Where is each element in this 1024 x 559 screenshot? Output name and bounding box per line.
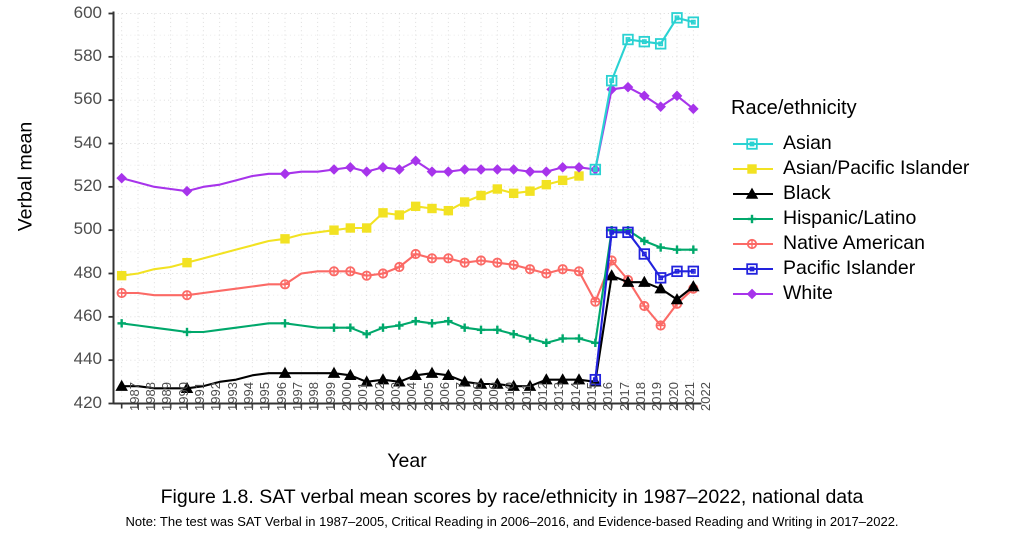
x-tick-label: 2007: [453, 381, 469, 411]
legend-item[interactable]: Asian: [731, 131, 1021, 156]
legend-item-label: Pacific Islander: [783, 257, 916, 279]
x-tick-label: 1988: [143, 381, 158, 411]
legend-title: Race/ethnicity: [731, 97, 857, 119]
x-tick-label: 2018: [633, 381, 648, 411]
y-tick-label: 480: [73, 262, 102, 282]
x-tick-label: 2009: [486, 381, 501, 411]
x-tick-label: 2006: [437, 381, 452, 411]
x-tick-label: 1998: [306, 381, 322, 411]
legend-item[interactable]: Black: [731, 181, 1021, 206]
legend-key-square-in-square-icon: [731, 131, 775, 156]
x-tick-label: 1993: [224, 381, 240, 411]
legend-item[interactable]: Pacific Islander: [731, 256, 1021, 281]
x-tick-label: 1996: [273, 381, 289, 411]
x-tick-label: 2014: [567, 381, 583, 411]
x-axis-title: Year: [387, 450, 427, 472]
legend: Asian Asian/Pacific Islander Black Hispanic…: [731, 131, 1021, 306]
x-tick-label: 2021: [682, 381, 697, 411]
legend-item-label: Asian: [783, 132, 832, 154]
x-tick-label: 2011: [518, 382, 534, 411]
x-tick-label: 2013: [551, 381, 567, 411]
x-tick-label: 1997: [290, 381, 305, 411]
series-asian-pacific-islander: [116, 171, 584, 281]
x-tick-label: 2020: [665, 381, 681, 411]
legend-item-label: White: [783, 282, 833, 304]
legend-item[interactable]: Native American: [731, 231, 1021, 256]
caption-block: Figure 1.8. SAT verbal mean scores by ra…: [0, 484, 1024, 532]
legend-item-label: Asian/Pacific Islander: [783, 157, 970, 179]
y-tick-label: 540: [73, 132, 102, 152]
y-tick-label: 440: [73, 349, 102, 369]
x-tick-label: 1992: [208, 381, 224, 411]
legend-key-triangle-icon: [731, 181, 775, 206]
x-tick-label: 2004: [404, 381, 420, 411]
legend-item[interactable]: White: [731, 281, 1021, 306]
y-tick-label: 560: [73, 89, 102, 109]
x-tick-label: 2015: [584, 381, 599, 411]
x-tick-label: 1994: [241, 381, 256, 411]
y-tick-label: 500: [73, 219, 102, 239]
legend-item-label: Hispanic/Latino: [783, 207, 917, 229]
legend-item-label: Native American: [783, 232, 925, 254]
x-tick-label: 2003: [388, 381, 403, 411]
y-tick-label: 460: [73, 305, 102, 325]
figure-note: Note: The test was SAT Verbal in 1987–20…: [125, 514, 899, 529]
y-tick-label: 580: [73, 45, 102, 65]
x-tick-label: 1991: [192, 381, 207, 411]
x-tick-label: 2001: [355, 381, 371, 411]
x-tick-label: 1987: [126, 381, 142, 411]
axis-lines: [108, 11, 702, 409]
figure-caption: Figure 1.8. SAT verbal mean scores by ra…: [160, 486, 864, 508]
x-tick-label: 2022: [698, 381, 714, 411]
legend-key-circle-plus-icon: [731, 231, 775, 256]
x-tick-label: 2000: [339, 381, 354, 411]
legend-key-diamond-icon: [731, 281, 775, 306]
x-tick-label: 1999: [322, 381, 338, 411]
x-tick-label: 2012: [535, 381, 550, 411]
y-tick-label: 520: [73, 175, 102, 195]
y-tick-label: 420: [73, 392, 102, 412]
legend-key-plus-icon: [731, 206, 775, 231]
series-native-american: [116, 248, 699, 331]
legend-key-square-icon: [731, 156, 775, 181]
x-tick-label: 1989: [159, 381, 175, 411]
series-pacific-islander: [589, 226, 700, 386]
x-tick-label: 2010: [502, 381, 518, 411]
legend-item-label: Black: [783, 182, 831, 204]
legend-item[interactable]: Asian/Pacific Islander: [731, 156, 1021, 181]
x-tick-label: 2008: [469, 381, 485, 411]
legend-key-square-in-square-icon: [731, 256, 775, 281]
series-asian: [589, 12, 700, 176]
y-tick-label: 600: [73, 2, 102, 22]
x-tick-label: 2005: [420, 381, 436, 411]
x-tick-label: 2016: [600, 381, 616, 411]
x-tick-label: 2019: [649, 381, 665, 411]
x-tick-label: 2017: [616, 381, 632, 411]
x-tick-label: 1990: [175, 381, 191, 411]
x-tick-label: 2002: [371, 381, 387, 411]
legend-item[interactable]: Hispanic/Latino: [731, 206, 1021, 231]
x-tick-label: 1995: [257, 381, 273, 411]
